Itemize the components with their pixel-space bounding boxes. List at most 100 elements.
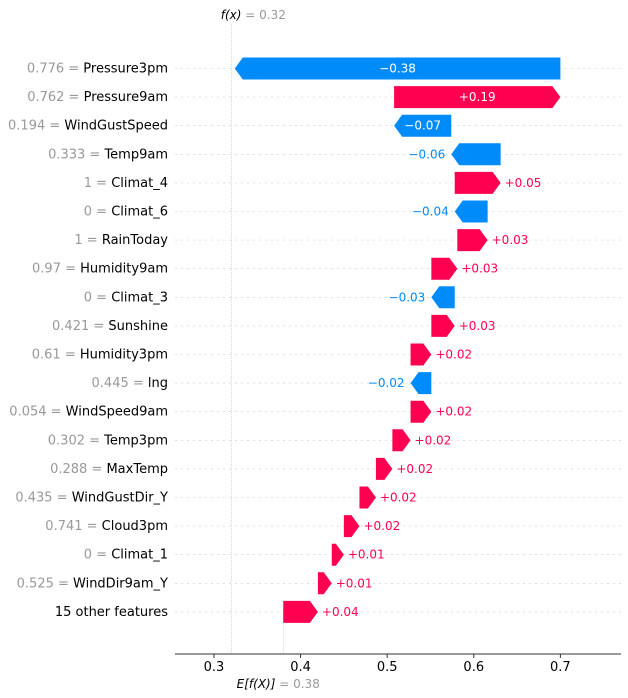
feature-label: 0.435 = WindGustDir_Y (15, 490, 168, 505)
feature-label: 0.61 = Humidity3pm (32, 347, 168, 362)
bar-value-label: +0.02 (380, 491, 417, 505)
bar-windspeed9am (410, 400, 432, 423)
bar-temp9am (451, 143, 501, 166)
bar-value-label: +0.02 (435, 348, 472, 362)
feature-value: 0 = (84, 547, 111, 562)
bar-climat-4 (454, 171, 501, 194)
bar-humidity9am (431, 257, 458, 280)
feature-value: 0.741 = (45, 519, 101, 534)
feature-value: 0.421 = (52, 318, 108, 333)
x-tick-label: 0.7 (550, 660, 571, 675)
bar-15-other-features (283, 600, 318, 623)
feature-label: 15 other features (55, 604, 168, 619)
bars-layer: −0.38 +0.19 −0.07 −0.06 +0.05 −0.04 +0.03 +0.03… (234, 57, 561, 623)
feature-label: 0.97 = Humidity9am (32, 261, 168, 276)
feature-label: 1 = RainToday (74, 233, 168, 248)
bar-value-label: −0.04 (412, 205, 449, 219)
feature-value: 0.61 = (32, 347, 80, 362)
bar-raintoday (457, 229, 488, 252)
feature-name: Climat_3 (111, 290, 168, 305)
feature-value: 0.302 = (48, 433, 104, 448)
fx-label: f(x) (221, 8, 242, 22)
bar-cloud3pm (343, 515, 360, 538)
feature-name: WindSpeed9am (66, 404, 168, 419)
bar-value-label: +0.02 (363, 519, 400, 533)
bar-value-label: −0.38 (379, 62, 416, 76)
bar-value-label: +0.19 (459, 90, 496, 104)
feature-name: WindGustSpeed (64, 118, 168, 133)
bar-value-label: +0.01 (348, 548, 385, 562)
feature-label: 0.762 = Pressure9am (27, 90, 168, 105)
feature-name: Temp3pm (103, 433, 168, 448)
feature-label: 0.421 = Sunshine (52, 318, 168, 333)
bar-temp3pm (392, 429, 411, 452)
bar-windgustdir-y (359, 486, 376, 509)
feature-label: 0.302 = Temp3pm (48, 433, 168, 448)
feature-value: 0.445 = (92, 376, 148, 391)
bar-maxtemp (375, 457, 393, 480)
feature-name: lng (148, 376, 168, 391)
bar-climat-6 (454, 200, 488, 223)
feature-name: WindDir9am_Y (73, 576, 168, 591)
bar-value-label: +0.04 (322, 605, 359, 619)
feature-value: 0 = (84, 290, 111, 305)
feature-name: Climat_4 (111, 175, 168, 190)
bar-climat-3 (431, 286, 455, 309)
feature-name: Sunshine (108, 318, 168, 333)
feature-value: 1 = (84, 175, 111, 190)
bar-windgustspeed (394, 114, 452, 137)
x-tick-label: 0.5 (377, 660, 398, 675)
bar-pressure3pm (234, 57, 561, 80)
bar-value-label: +0.02 (415, 433, 452, 447)
feature-name: Climat_6 (111, 204, 168, 219)
bar-winddir9am-y (317, 572, 332, 595)
feature-label: 0.288 = MaxTemp (50, 461, 168, 476)
feature-value: 0.525 = (17, 576, 73, 591)
feature-name: Humidity9am (80, 261, 168, 276)
bar-climat-1 (331, 543, 344, 566)
feature-value: 0.054 = (9, 404, 65, 419)
feature-name: Pressure9am (84, 90, 168, 105)
bar-lng (410, 372, 432, 395)
feature-value: 0.194 = (8, 118, 64, 133)
feature-label: 0.333 = Temp9am (48, 147, 168, 162)
bar-value-label: −0.02 (368, 376, 405, 390)
x-tick-label: 0.6 (463, 660, 484, 675)
feature-label: 0.445 = lng (92, 376, 168, 391)
expected-value-annotation: E[f(X)] = 0.38 (237, 677, 320, 691)
feature-value: 0 = (84, 204, 111, 219)
bar-value-label: +0.02 (435, 405, 472, 419)
feature-name: MaxTemp (106, 461, 168, 476)
feature-value: 0.762 = (27, 90, 83, 105)
feature-label: 0 = Climat_3 (84, 290, 168, 305)
bar-sunshine (431, 314, 455, 337)
feature-value: 1 = (74, 233, 101, 248)
feature-value: 0.97 = (32, 261, 80, 276)
bar-value-label: +0.05 (505, 176, 542, 190)
bar-value-label: −0.07 (404, 119, 441, 133)
feature-label: 0 = Climat_6 (84, 204, 168, 219)
feature-name: WindGustDir_Y (72, 490, 168, 505)
feature-name: Temp9am (103, 147, 168, 162)
feature-name: 15 other features (55, 604, 168, 619)
bar-pressure9am (394, 86, 561, 109)
fx-value: = 0.32 (241, 8, 285, 22)
feature-value: 0.776 = (27, 61, 83, 76)
reference-lines (230, 24, 284, 654)
expected-label: E[f(X)] (237, 677, 276, 691)
feature-value: 0.333 = (48, 147, 104, 162)
feature-label: 0.054 = WindSpeed9am (9, 404, 168, 419)
bar-value-label: +0.03 (492, 233, 529, 247)
feature-name: Humidity3pm (80, 347, 168, 362)
feature-name: RainToday (102, 233, 168, 248)
feature-name: Pressure3pm (83, 61, 168, 76)
feature-label: 0.525 = WindDir9am_Y (17, 576, 168, 591)
bar-value-label: +0.03 (459, 319, 496, 333)
bar-value-label: +0.01 (336, 576, 373, 590)
bar-value-label: −0.06 (408, 147, 445, 161)
feature-name: Cloud3pm (102, 519, 168, 534)
feature-label: 0.741 = Cloud3pm (45, 519, 168, 534)
x-tick-label: 0.3 (204, 660, 225, 675)
